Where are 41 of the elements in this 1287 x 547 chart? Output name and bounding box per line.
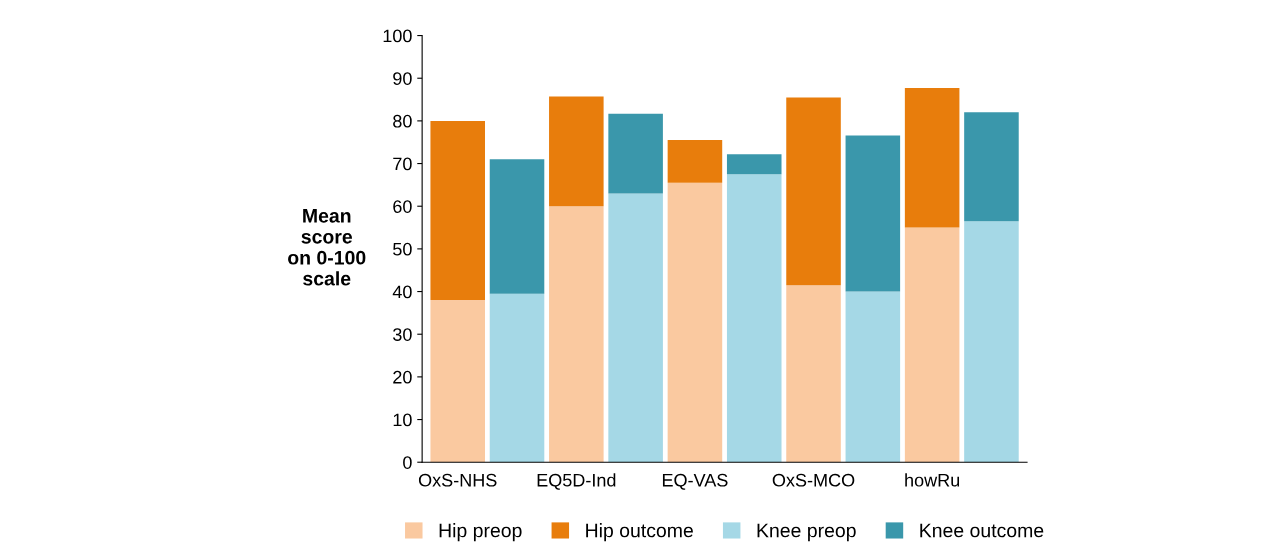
bar <box>430 120 485 301</box>
y-tick-label: 50 <box>393 242 412 256</box>
legend-label: Knee outcome <box>920 523 1044 538</box>
bar <box>489 159 545 294</box>
legend-label: Hip preop <box>439 523 522 542</box>
y-tick-label: 60 <box>393 200 412 213</box>
x-tick-label: EQ-VAS <box>662 473 728 490</box>
bar <box>904 88 960 228</box>
y-tick-label: 100 <box>383 29 412 43</box>
y-tick-label: 90 <box>393 72 412 85</box>
bar <box>430 300 485 463</box>
bar <box>964 221 1019 463</box>
bar <box>549 96 604 207</box>
bar <box>608 113 663 194</box>
y-tick-label: 30 <box>393 328 412 341</box>
bar <box>726 174 782 463</box>
bar <box>667 182 723 463</box>
y-tick-label: 10 <box>393 413 412 427</box>
bar <box>726 154 782 175</box>
x-tick-label: howRu <box>905 473 960 487</box>
bar <box>489 293 545 463</box>
legend-label: Knee preop <box>757 523 856 542</box>
y-tick-label: 70 <box>393 157 412 171</box>
y-tick-label: 20 <box>393 370 412 384</box>
bar <box>845 291 901 463</box>
bar <box>786 285 841 463</box>
bar <box>549 206 604 463</box>
bar <box>786 97 841 286</box>
bar <box>608 193 663 463</box>
bar <box>964 112 1019 222</box>
bar <box>904 227 960 463</box>
bar <box>845 135 901 292</box>
y-tick-label: 80 <box>393 114 412 128</box>
x-tick-label: OxS-NHS <box>418 473 497 487</box>
y-tick-label: 40 <box>392 285 412 299</box>
x-tick-label: EQ5D-Ind <box>537 473 616 490</box>
bar <box>667 140 723 183</box>
x-tick-label: OxS-MCO <box>772 473 855 487</box>
y-tick-label: 0 <box>403 456 412 469</box>
legend-label: Hip outcome <box>586 523 693 542</box>
y-axis-title: Mean score on 0-100 scale <box>288 209 366 286</box>
